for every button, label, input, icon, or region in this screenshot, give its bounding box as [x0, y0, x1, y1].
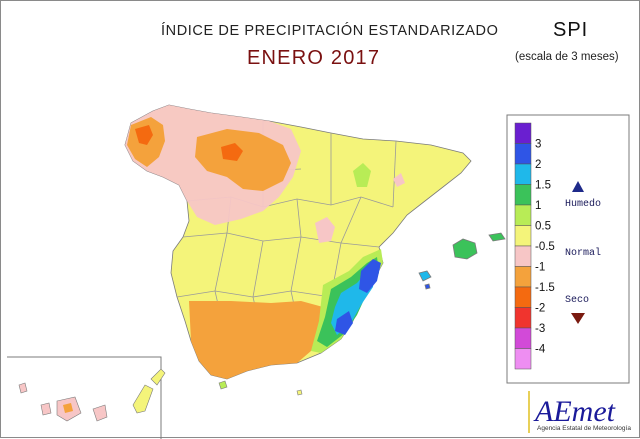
melilla — [296, 389, 303, 396]
legend-tick-label: 2 — [535, 159, 541, 171]
legend-swatch — [514, 327, 532, 349]
legend: 321.510.5-0.5-1-1.5-2-3-4 Humedo Normal … — [506, 114, 630, 384]
leon-dry-patch — [195, 129, 291, 191]
logo-wordmark: AEmet — [533, 395, 616, 428]
formentera — [424, 283, 431, 290]
canary-island-4 — [92, 404, 108, 422]
legend-tick-label: -1 — [535, 262, 545, 274]
canary-island-1 — [18, 382, 28, 394]
legend-swatch — [514, 163, 532, 185]
legend-tick-label: 0.5 — [535, 221, 551, 233]
canary-inset — [7, 356, 166, 439]
southeast-extreme-wet-zone-2 — [335, 311, 353, 335]
legend-swatch — [514, 307, 532, 329]
east-dry-patch — [393, 173, 405, 187]
map-subtitle: ENERO 2017 — [247, 47, 381, 69]
legend-tick-label: 3 — [535, 139, 541, 151]
legend-tick-label: -4 — [535, 344, 546, 356]
mallorca — [452, 238, 478, 260]
legend-tick-label: -3 — [535, 323, 545, 335]
wet-label: Humedo — [565, 198, 601, 210]
legend-swatch — [514, 266, 532, 288]
central-dry-patch — [315, 217, 335, 243]
legend-tick-label: 1 — [535, 200, 541, 212]
wet-arrow-icon — [572, 181, 584, 192]
menorca — [488, 232, 506, 242]
northeast-wet-patch — [353, 163, 371, 187]
canary-island-2 — [40, 402, 52, 416]
index-label: SPI — [553, 19, 589, 41]
legend-swatch — [514, 348, 532, 370]
scale-note: (escala de 3 meses) — [515, 51, 619, 63]
legend-tick-label: 1.5 — [535, 180, 551, 192]
dry-arrow-icon — [571, 313, 585, 324]
leon-very-dry-patch — [221, 143, 243, 161]
southeast-extreme-wet-zone — [359, 259, 381, 293]
canary-island-6 — [150, 368, 166, 386]
legend-swatch — [514, 184, 532, 206]
legend-tick-label: -1.5 — [535, 282, 555, 294]
legend-swatch — [514, 122, 532, 144]
legend-swatch — [514, 245, 532, 267]
ibiza — [418, 270, 432, 282]
south-dry-band — [189, 301, 323, 379]
legend-swatch — [514, 225, 532, 247]
legend-swatch — [514, 286, 532, 308]
normal-label: Normal — [565, 247, 601, 259]
ceuta — [218, 380, 228, 390]
legend-tick-label: -2 — [535, 303, 545, 315]
legend-swatch — [514, 204, 532, 226]
map-title: ÍNDICE DE PRECIPITACIÓN ESTANDARIZADO — [161, 23, 499, 39]
canary-island-3-dry — [63, 403, 73, 413]
aemet-logo: AEmet Agencia Estatal de Meteorología — [528, 391, 631, 433]
canary-island-5 — [132, 384, 154, 414]
legend-tick-label: -0.5 — [535, 241, 555, 253]
legend-swatch — [514, 143, 532, 165]
dry-label: Seco — [565, 295, 589, 306]
logo-agency: Agencia Estatal de Meteorología — [537, 425, 631, 432]
galicia-very-dry-patch — [135, 125, 153, 145]
